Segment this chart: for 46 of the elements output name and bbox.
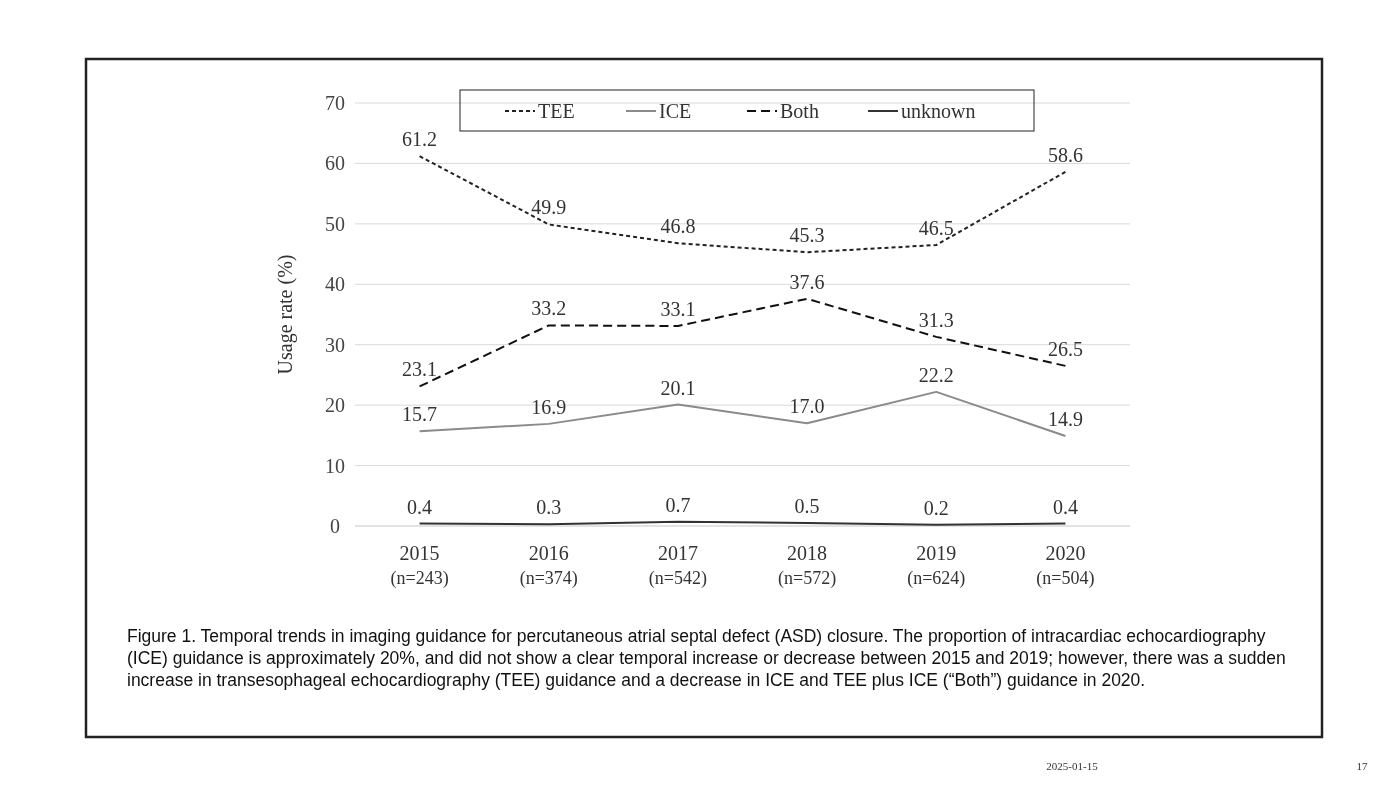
text: 15.7 — [402, 403, 438, 426]
text: 31.3 — [918, 308, 954, 331]
text: 22.2 — [918, 363, 954, 386]
text: 33.2 — [531, 297, 567, 320]
text: 17.0 — [789, 395, 825, 418]
y-tick-label: 10 — [325, 454, 345, 477]
x-tick-label: 2015 (n=243) — [390, 542, 449, 589]
y-tick-label: 40 — [325, 273, 345, 296]
y-tick-label: 20 — [325, 394, 345, 417]
text: 14.9 — [1047, 407, 1083, 430]
y-axis-title: Usage rate (%) — [274, 254, 297, 375]
y-tick-label: 0 — [330, 515, 340, 537]
text: 23.1 — [402, 358, 438, 381]
legend-label: unknown — [901, 100, 976, 122]
legend-label: ICE — [659, 100, 692, 122]
y-tick-label: 70 — [325, 92, 345, 114]
text: 33.1 — [660, 297, 696, 320]
y-tick-label: 60 — [325, 152, 345, 175]
x-tick-label: 2020 (n=504) — [1036, 542, 1095, 589]
text: 16.9 — [531, 395, 567, 418]
text: 61.2 — [402, 128, 438, 151]
text: 0.2 — [923, 496, 949, 519]
x-tick-label: 2018 (n=572) — [778, 542, 837, 589]
x-tick-label: 2019 (n=624) — [907, 542, 966, 589]
text: 0.7 — [665, 493, 691, 516]
caption: Figure 1. Temporal trends in imaging guidance for percutaneous atrial septal defect (ASD) closure. The proportion of intracardiac echocardiography (ICE) guidance is approximately 20%, and did not show a clear temporal increase or decrease between 2015 and 2019; however, there was a sudden increase in transesophageal echocardiography (TEE) guidance and a decrease in ICE and TEE plus ICE (“Both”) guidance in 2020. — [127, 625, 1287, 691]
text: 2025-01-15 — [1046, 760, 1099, 772]
x-tick-label: 2017 (n=542) — [648, 542, 707, 589]
text: 0.3 — [536, 496, 562, 519]
text: 37.6 — [789, 270, 825, 293]
y-tick-label: 30 — [325, 333, 345, 356]
text: 45.3 — [789, 224, 825, 247]
y-tick-label: 50 — [325, 212, 345, 235]
text: 46.5 — [918, 217, 954, 240]
legend-label: TEE — [538, 100, 575, 122]
x-tick-label: 2016 (n=374) — [519, 542, 578, 589]
text: 20.1 — [660, 376, 696, 399]
text: 17 — [1356, 760, 1368, 772]
text: 49.9 — [531, 196, 567, 219]
text: 0.5 — [794, 494, 820, 517]
legend-label: Both — [780, 100, 819, 122]
text: 58.6 — [1047, 143, 1083, 166]
text: 0.4 — [407, 495, 433, 518]
text: 46.8 — [660, 215, 696, 238]
text: 0.4 — [1052, 495, 1078, 518]
text: 26.5 — [1047, 337, 1083, 360]
